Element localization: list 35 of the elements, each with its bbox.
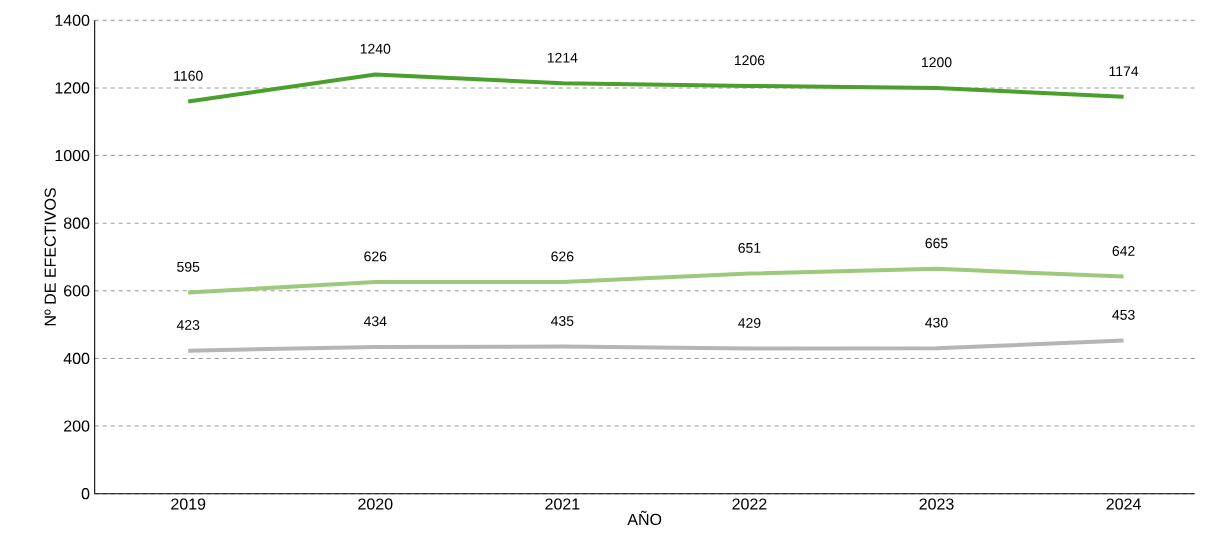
x-tick-label: 2022 bbox=[732, 498, 767, 510]
y-tick-label: 400 bbox=[63, 352, 90, 365]
data-label: 626 bbox=[551, 251, 574, 262]
y-tick-label: 1000 bbox=[55, 149, 90, 162]
y-tick-label: 800 bbox=[63, 217, 90, 229]
data-label: 435 bbox=[550, 315, 574, 326]
x-tick-label: 2019 bbox=[171, 498, 206, 510]
data-label: 1240 bbox=[360, 43, 391, 54]
y-tick-label: 1400 bbox=[55, 14, 90, 26]
data-label: 1214 bbox=[547, 52, 578, 63]
x-tick-label: 2023 bbox=[919, 498, 954, 510]
data-label: 1200 bbox=[922, 57, 952, 68]
data-label: 651 bbox=[738, 242, 761, 253]
y-tick-label: 0 bbox=[81, 488, 90, 500]
data-label: 595 bbox=[177, 261, 200, 272]
data-label: 626 bbox=[364, 251, 387, 262]
y-axis-title: Nº DE EFECTIVOS bbox=[44, 188, 56, 326]
x-tick-label: 2024 bbox=[1106, 498, 1141, 510]
x-tick-label: 2020 bbox=[358, 498, 393, 510]
data-label: 453 bbox=[1112, 309, 1135, 320]
line-series bbox=[186, 338, 1126, 353]
x-tick-label: 2021 bbox=[545, 498, 580, 510]
data-label: 642 bbox=[1112, 246, 1135, 256]
y-tick-label: 600 bbox=[64, 285, 90, 297]
data-label: 1206 bbox=[734, 55, 765, 66]
data-label: 430 bbox=[925, 317, 948, 328]
data-label: 1160 bbox=[174, 70, 203, 81]
data-label: 665 bbox=[925, 238, 948, 249]
data-label: 434 bbox=[363, 316, 387, 327]
data-label: 423 bbox=[176, 320, 200, 330]
data-label: 1174 bbox=[1109, 66, 1139, 77]
y-tick-label: 1200 bbox=[55, 82, 90, 94]
x-axis-title: AÑO bbox=[627, 510, 662, 526]
y-tick-label: 200 bbox=[64, 420, 90, 432]
data-label: 429 bbox=[738, 318, 761, 328]
